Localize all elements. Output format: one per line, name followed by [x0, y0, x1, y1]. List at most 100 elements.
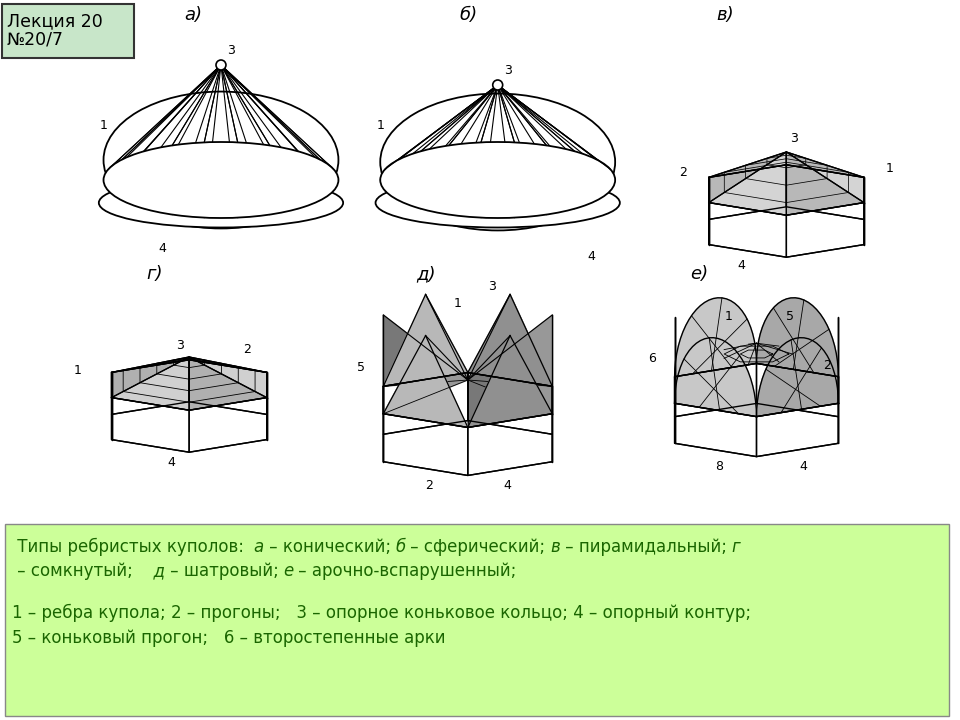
Text: 1: 1 — [885, 161, 894, 174]
Polygon shape — [383, 315, 468, 386]
Text: – сферический;: – сферический; — [405, 538, 551, 556]
Text: 2: 2 — [244, 343, 252, 356]
Polygon shape — [756, 298, 838, 377]
FancyBboxPatch shape — [5, 524, 948, 716]
Text: 3: 3 — [504, 63, 512, 76]
Polygon shape — [383, 420, 552, 475]
Polygon shape — [383, 336, 468, 428]
Polygon shape — [708, 207, 864, 257]
Polygon shape — [675, 403, 756, 456]
Polygon shape — [468, 372, 552, 434]
Text: 5: 5 — [356, 361, 365, 374]
Polygon shape — [675, 338, 756, 417]
Polygon shape — [383, 372, 552, 428]
Text: 6: 6 — [649, 352, 657, 365]
Polygon shape — [468, 414, 552, 475]
Polygon shape — [468, 336, 552, 428]
Polygon shape — [383, 372, 468, 434]
Text: 2: 2 — [425, 479, 433, 492]
Polygon shape — [708, 152, 786, 202]
Text: – конический;: – конический; — [264, 538, 396, 556]
Polygon shape — [111, 357, 189, 372]
Text: – арочно-вспарушенный;: – арочно-вспарушенный; — [294, 562, 516, 580]
Polygon shape — [708, 165, 786, 220]
Text: 3: 3 — [790, 132, 799, 145]
Text: в): в) — [717, 6, 734, 24]
Polygon shape — [383, 336, 468, 414]
Polygon shape — [468, 315, 552, 414]
Polygon shape — [468, 336, 510, 428]
Text: 4: 4 — [167, 456, 175, 469]
Polygon shape — [189, 357, 267, 410]
Polygon shape — [189, 360, 267, 415]
Text: – шатровый;: – шатровый; — [164, 562, 284, 580]
Text: 2: 2 — [824, 359, 831, 372]
Ellipse shape — [99, 178, 343, 228]
Text: Типы ребристых куполов:: Типы ребристых куполов: — [12, 538, 254, 557]
Polygon shape — [708, 152, 786, 215]
Text: 5 – коньковый прогон;   6 – второстепенные арки: 5 – коньковый прогон; 6 – второстепенные… — [12, 629, 445, 647]
Polygon shape — [111, 402, 267, 452]
Polygon shape — [468, 294, 552, 386]
Polygon shape — [756, 364, 838, 417]
Text: Лекция 20: Лекция 20 — [7, 12, 103, 30]
Text: 4: 4 — [737, 258, 746, 271]
Text: 5: 5 — [785, 310, 794, 323]
Polygon shape — [786, 152, 864, 177]
Text: 1: 1 — [73, 364, 81, 377]
Text: 1: 1 — [100, 119, 108, 132]
Polygon shape — [675, 298, 756, 377]
Text: 4: 4 — [503, 479, 511, 492]
FancyBboxPatch shape — [2, 4, 134, 58]
Text: №20/7: №20/7 — [7, 30, 64, 48]
Text: е: е — [283, 562, 294, 580]
Text: а): а) — [184, 6, 203, 24]
Text: д): д) — [416, 265, 436, 283]
Text: 3: 3 — [227, 43, 235, 56]
Text: 4: 4 — [158, 242, 166, 255]
Text: 3: 3 — [177, 338, 184, 351]
Text: в: в — [550, 538, 560, 556]
Polygon shape — [708, 165, 864, 215]
Text: 1: 1 — [454, 297, 462, 310]
Text: г: г — [732, 538, 740, 556]
Text: – пирамидальный;: – пирамидальный; — [560, 538, 732, 556]
Polygon shape — [189, 357, 267, 372]
Circle shape — [216, 60, 226, 70]
Text: 1 – ребра купола; 2 – прогоны;   3 – опорное коньковое кольцо; 4 – опорный конту: 1 – ребра купола; 2 – прогоны; 3 – опорн… — [12, 604, 751, 622]
Ellipse shape — [380, 142, 615, 218]
Text: б): б) — [460, 6, 478, 24]
Polygon shape — [786, 152, 864, 202]
Text: г): г) — [146, 265, 163, 283]
Text: е): е) — [690, 265, 708, 283]
Polygon shape — [708, 152, 786, 177]
Polygon shape — [468, 294, 552, 386]
Polygon shape — [111, 357, 189, 410]
Polygon shape — [111, 360, 189, 415]
Text: 4: 4 — [588, 250, 595, 263]
Polygon shape — [675, 364, 838, 417]
Polygon shape — [708, 202, 786, 257]
Text: а: а — [253, 538, 264, 556]
Polygon shape — [786, 202, 864, 257]
Polygon shape — [383, 294, 468, 386]
Ellipse shape — [104, 142, 339, 218]
Polygon shape — [675, 403, 838, 456]
Polygon shape — [111, 360, 267, 410]
Text: 1: 1 — [376, 119, 384, 132]
Ellipse shape — [380, 94, 615, 230]
Ellipse shape — [375, 178, 620, 228]
Circle shape — [492, 80, 503, 90]
Text: б: б — [396, 538, 405, 556]
Polygon shape — [675, 364, 756, 417]
Text: 4: 4 — [800, 460, 807, 473]
Polygon shape — [189, 397, 267, 452]
Text: д: д — [143, 562, 165, 580]
Text: 1: 1 — [724, 310, 732, 323]
Polygon shape — [756, 338, 838, 417]
Polygon shape — [111, 397, 189, 452]
Polygon shape — [111, 357, 189, 397]
Polygon shape — [189, 357, 267, 397]
Polygon shape — [786, 165, 864, 220]
Text: 2: 2 — [680, 166, 687, 179]
